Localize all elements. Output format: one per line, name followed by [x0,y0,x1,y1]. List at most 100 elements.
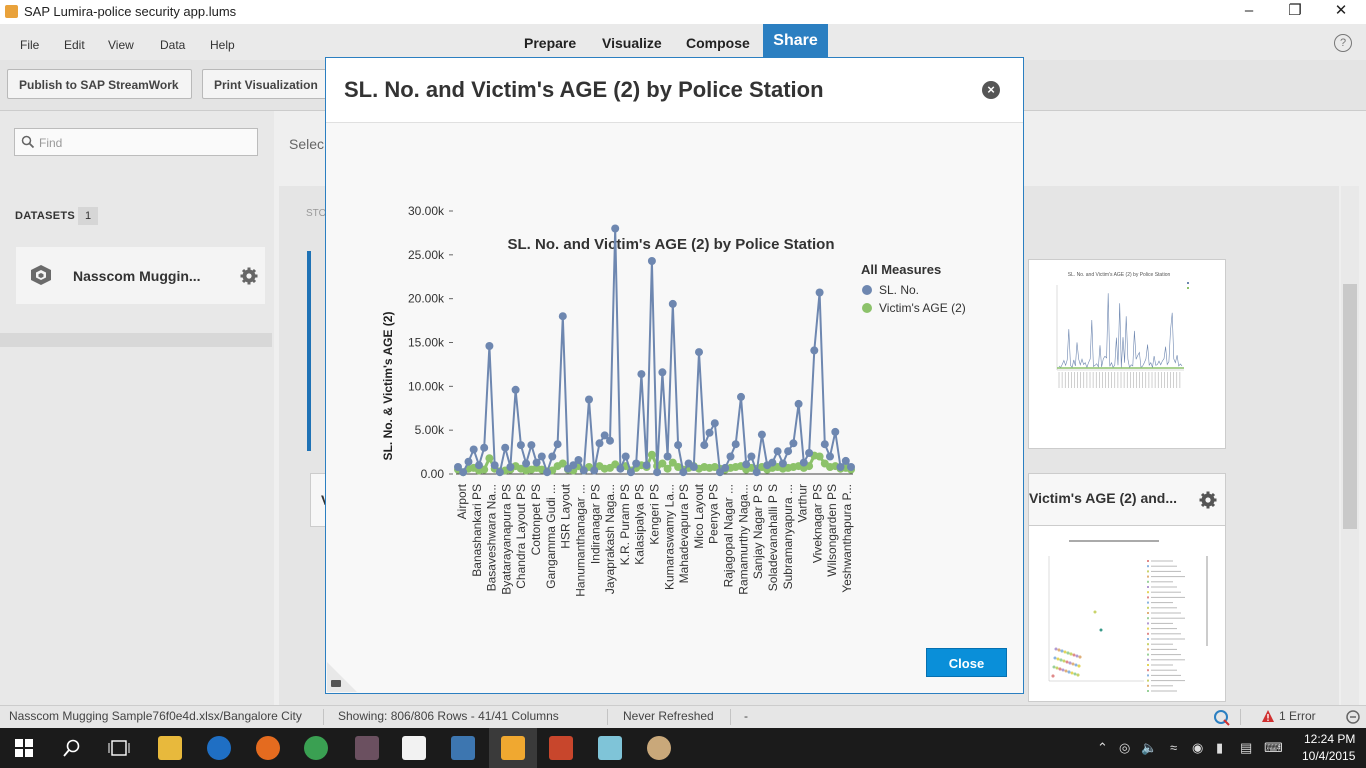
data-point-sl-no[interactable] [480,443,489,452]
data-point-sl-no[interactable] [847,463,855,471]
data-point-sl-no[interactable] [516,441,525,450]
data-point-victim-age[interactable] [647,450,656,459]
store-app-icon[interactable] [402,736,426,760]
task-view-icon[interactable] [108,739,130,757]
close-window-button[interactable]: ✕ [1334,2,1348,19]
print-visualization-button[interactable]: Print Visualization [202,69,330,99]
data-point-sl-no[interactable] [522,459,531,468]
data-point-sl-no[interactable] [668,299,677,308]
find-input[interactable]: Find [14,128,258,156]
data-point-sl-no[interactable] [490,461,499,470]
dataset-settings-gear-icon[interactable] [240,267,258,285]
data-point-sl-no[interactable] [642,461,651,470]
data-point-sl-no[interactable] [653,468,662,477]
data-point-sl-no[interactable] [731,440,740,449]
dialog-close-button[interactable]: Close [926,648,1007,677]
data-point-sl-no[interactable] [647,257,656,265]
data-point-sl-no[interactable] [794,399,803,408]
minimize-button[interactable]: – [1244,2,1254,19]
data-point-sl-no[interactable] [606,436,614,445]
data-point-sl-no[interactable] [679,468,688,477]
data-point-sl-no[interactable] [469,445,478,454]
data-point-sl-no[interactable] [616,464,625,473]
tab-compose[interactable]: Compose [686,35,750,51]
tray-battery-icon[interactable]: ▮ [1216,740,1224,755]
clock-time[interactable]: 12:24 PM [1304,732,1356,746]
menu-data[interactable]: Data [160,38,186,52]
data-point-sl-no[interactable] [501,443,510,452]
publish-streamwork-button[interactable]: Publish to SAP StreamWork [7,69,192,99]
data-point-sl-no[interactable] [778,459,787,468]
data-point-sl-no[interactable] [595,439,604,448]
data-point-sl-no[interactable] [543,468,552,477]
tray-volume-icon[interactable]: 🔈 [1141,740,1158,755]
refresh-error-icon[interactable] [1213,709,1230,726]
data-point-sl-no[interactable] [689,463,698,471]
data-point-sl-no[interactable] [820,440,829,449]
data-point-sl-no[interactable] [815,288,824,297]
data-point-sl-no[interactable] [632,459,641,468]
data-point-sl-no[interactable] [637,370,646,379]
data-point-sl-no[interactable] [585,395,593,404]
file-explorer-icon[interactable] [158,736,182,760]
data-point-sl-no[interactable] [784,447,793,456]
tray-keyboard-icon[interactable]: ⌨ [1264,740,1283,755]
clock-date[interactable]: 10/4/2015 [1302,749,1356,763]
left-visualization-card[interactable]: V [310,473,330,527]
tray-notifications-icon[interactable]: ▤ [1240,740,1253,755]
data-point-sl-no[interactable] [700,441,709,450]
data-point-sl-no[interactable] [574,456,583,464]
paint-icon[interactable] [647,736,671,760]
data-point-victim-age[interactable] [480,465,489,474]
data-point-sl-no[interactable] [511,385,520,394]
data-point-sl-no[interactable] [674,441,683,450]
data-point-sl-no[interactable] [826,452,834,461]
status-errors[interactable]: 1 Error [1279,709,1316,723]
data-point-sl-no[interactable] [506,463,515,471]
menu-edit[interactable]: Edit [64,38,85,52]
data-point-sl-no[interactable] [663,452,672,461]
data-point-sl-no[interactable] [789,439,798,448]
data-point-sl-no[interactable] [454,463,462,471]
data-point-sl-no[interactable] [742,460,751,469]
tray-network-icon[interactable]: ◎ [1119,740,1131,755]
data-point-sl-no[interactable] [710,419,719,428]
main-scrollbar[interactable] [1341,186,1359,705]
data-point-sl-no[interactable] [757,430,766,439]
data-point-sl-no[interactable] [590,466,599,475]
data-point-sl-no[interactable] [721,463,730,472]
menu-file[interactable]: File [20,38,40,52]
visualization-thumbnail-scatter[interactable] [1028,525,1226,702]
data-point-sl-no[interactable] [805,449,814,457]
tray-chevron-icon[interactable]: ⌃ [1097,740,1108,755]
data-point-sl-no[interactable] [611,224,620,233]
maximize-button[interactable]: ❐ [1288,2,1302,19]
powerpoint-icon[interactable] [549,736,573,760]
dataset-card[interactable]: Nasscom Muggin... [16,247,265,304]
data-point-sl-no[interactable] [626,468,635,477]
data-point-sl-no[interactable] [658,368,667,377]
tab-share[interactable]: Share [763,24,828,60]
data-point-sl-no[interactable] [600,431,609,440]
data-point-sl-no[interactable] [705,428,714,437]
visualization-card-2-header[interactable]: Victim's AGE (2) and... [1028,473,1226,527]
edge-icon[interactable] [207,736,231,760]
python-icon[interactable] [451,736,475,760]
comment-icon[interactable] [327,662,357,692]
notes-app-icon[interactable] [598,736,622,760]
data-point-sl-no[interactable] [548,452,557,461]
data-point-victim-age[interactable] [658,459,667,468]
game-app-icon[interactable] [355,736,379,760]
data-point-sl-no[interactable] [569,461,578,470]
sap-lumira-icon[interactable] [501,736,525,760]
tray-app-icon[interactable]: ◉ [1192,740,1204,755]
scrollbar-thumb[interactable] [1343,284,1357,529]
windows-start-icon[interactable] [15,739,33,757]
data-point-sl-no[interactable] [621,452,630,461]
data-point-sl-no[interactable] [695,348,703,357]
data-point-sl-no[interactable] [475,461,483,470]
data-point-sl-no[interactable] [831,427,840,436]
data-point-sl-no[interactable] [836,463,845,471]
data-point-sl-no[interactable] [553,440,562,449]
tab-visualize[interactable]: Visualize [602,35,662,51]
